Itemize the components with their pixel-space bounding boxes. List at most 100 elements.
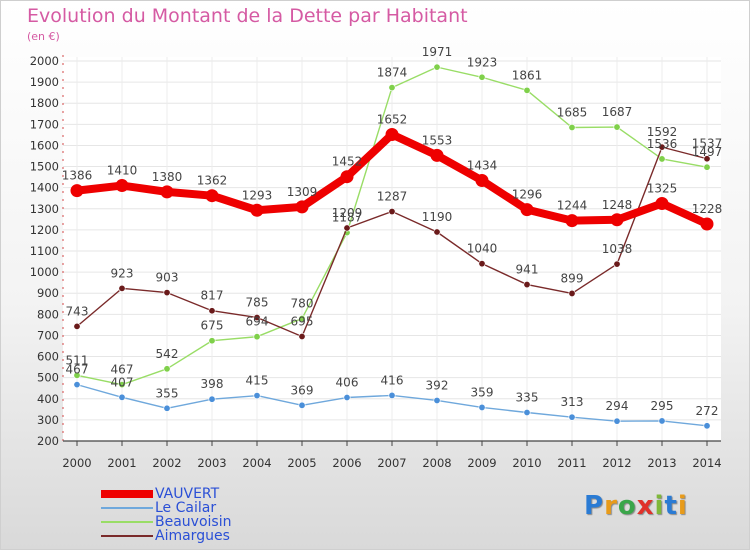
legend-label-vauvert: VAUVERT	[155, 486, 220, 502]
data-point-le-cailar	[523, 408, 531, 416]
data-point-beauvoisin	[658, 155, 666, 163]
data-point-aimargues	[343, 224, 351, 232]
data-label-vauvert: 1410	[107, 164, 138, 178]
data-label-aimargues: 941	[516, 263, 539, 277]
x-tick-label: 2012	[602, 456, 631, 470]
data-label-le-cailar: 313	[561, 395, 584, 409]
y-tick-label: 1300	[30, 202, 59, 216]
data-label-aimargues: 785	[246, 296, 269, 310]
data-label-le-cailar: 335	[516, 391, 539, 405]
y-tick-label: 1000	[30, 265, 59, 279]
data-label-aimargues: 1040	[467, 242, 498, 256]
data-label-beauvoisin: 1861	[512, 68, 543, 82]
data-point-le-cailar	[433, 396, 441, 404]
data-point-le-cailar	[343, 394, 351, 402]
logo-letter: i	[654, 491, 665, 521]
data-label-beauvoisin: 780	[291, 297, 314, 311]
legend-label-aimargues: Aimargues	[155, 528, 230, 544]
data-point-beauvoisin	[388, 84, 396, 92]
x-tick-label: 2005	[287, 456, 316, 470]
data-point-aimargues	[208, 307, 216, 315]
data-point-aimargues	[388, 208, 396, 216]
legend-label-le-cailar: Le Cailar	[155, 500, 217, 516]
legend-label-beauvoisin: Beauvoisin	[155, 514, 232, 530]
data-point-le-cailar	[658, 417, 666, 425]
logo-letter: P	[584, 491, 605, 521]
data-label-vauvert: 1296	[512, 188, 543, 202]
legend-swatch-beauvoisin	[101, 521, 153, 523]
legend-item-le-cailar: Le Cailar	[101, 501, 216, 515]
data-label-beauvoisin: 1187	[332, 211, 363, 225]
x-tick-label: 2006	[332, 456, 361, 470]
data-point-beauvoisin	[298, 315, 306, 323]
data-point-le-cailar	[73, 381, 81, 389]
data-point-le-cailar	[298, 401, 306, 409]
x-tick-label: 2003	[197, 456, 226, 470]
data-label-le-cailar: 295	[651, 399, 674, 413]
y-tick-label: 500	[37, 371, 59, 385]
data-label-vauvert: 1325	[647, 182, 678, 196]
data-point-beauvoisin	[523, 86, 531, 94]
data-point-vauvert	[340, 170, 354, 184]
data-label-vauvert: 1309	[287, 185, 318, 199]
y-tick-label: 900	[37, 286, 59, 300]
data-point-aimargues	[73, 322, 81, 330]
data-label-aimargues: 1209	[332, 206, 363, 220]
data-point-vauvert	[475, 173, 489, 187]
y-tick-label: 1400	[30, 181, 59, 195]
data-label-le-cailar: 359	[471, 385, 494, 399]
x-tick-label: 2011	[557, 456, 586, 470]
data-point-beauvoisin	[253, 333, 261, 341]
data-label-vauvert: 1244	[557, 199, 588, 213]
y-tick-label: 200	[37, 434, 59, 448]
data-label-beauvoisin: 511	[66, 353, 89, 367]
legend-item-vauvert: VAUVERT	[101, 487, 219, 501]
chart-unit: (en €)	[27, 30, 60, 43]
data-label-aimargues: 1038	[602, 242, 633, 256]
y-tick-label: 1800	[30, 96, 59, 110]
y-tick-label: 1600	[30, 138, 59, 152]
y-tick-label: 700	[37, 328, 59, 342]
legend-swatch-aimargues	[101, 535, 153, 537]
data-label-vauvert: 1380	[152, 170, 183, 184]
logo-letter: o	[617, 491, 637, 521]
data-label-beauvoisin: 542	[156, 347, 179, 361]
x-tick-label: 2004	[242, 456, 271, 470]
data-label-aimargues: 1537	[692, 137, 723, 151]
legend-swatch-le-cailar	[101, 507, 153, 509]
data-point-beauvoisin	[478, 73, 486, 81]
data-label-le-cailar: 416	[381, 373, 404, 387]
y-tick-label: 600	[37, 350, 59, 364]
data-label-beauvoisin: 1923	[467, 55, 498, 69]
data-label-vauvert: 1386	[62, 169, 93, 183]
x-tick-label: 2014	[692, 456, 721, 470]
data-label-le-cailar: 355	[156, 386, 179, 400]
y-tick-label: 300	[37, 413, 59, 427]
data-label-aimargues: 695	[291, 315, 314, 329]
x-tick-label: 2001	[107, 456, 136, 470]
data-point-vauvert	[565, 214, 579, 228]
legend-swatch-vauvert	[101, 490, 153, 498]
data-label-vauvert: 1452	[332, 155, 363, 169]
data-label-vauvert: 1228	[692, 202, 723, 216]
data-label-aimargues: 817	[201, 289, 224, 303]
x-tick-label: 2002	[152, 456, 181, 470]
data-point-vauvert	[655, 197, 669, 210]
data-label-aimargues: 1287	[377, 190, 408, 204]
x-tick-label: 2009	[467, 456, 496, 470]
data-point-vauvert	[160, 185, 174, 199]
data-label-vauvert: 1553	[422, 133, 453, 147]
data-label-le-cailar: 467	[66, 363, 89, 377]
data-label-vauvert: 1652	[377, 112, 408, 126]
data-label-le-cailar: 369	[291, 383, 314, 397]
logo-letter: r	[604, 491, 618, 521]
data-point-le-cailar	[388, 391, 396, 399]
data-label-vauvert: 1248	[602, 198, 633, 212]
data-label-beauvoisin: 1685	[557, 106, 588, 120]
x-tick-label: 2010	[512, 456, 541, 470]
data-point-beauvoisin	[163, 365, 171, 373]
data-point-le-cailar	[163, 404, 171, 412]
data-label-aimargues: 923	[111, 266, 134, 280]
